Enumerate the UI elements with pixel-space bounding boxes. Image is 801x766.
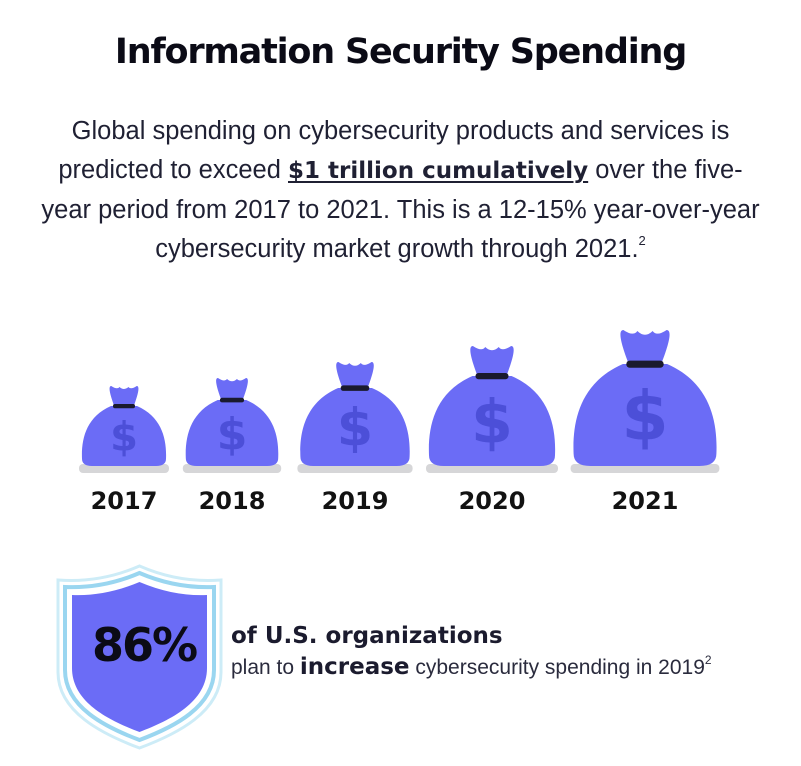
bag-shadow	[182, 464, 282, 473]
dollar-icon: $	[110, 414, 138, 460]
money-bag-2019: $2019	[297, 362, 413, 515]
year-label-2019: 2019	[322, 487, 389, 515]
money-bags-row: $2017$2018$2019$2020$2021	[79, 330, 720, 515]
bag-tie	[113, 404, 135, 409]
bag-shadow	[426, 464, 558, 473]
dollar-icon: $	[217, 409, 248, 460]
shield-outer-glow	[56, 564, 223, 750]
dollar-icon: $	[471, 388, 513, 458]
bag-knot	[109, 386, 139, 408]
stat-description: plan to increase cybersecurity spending …	[231, 654, 712, 680]
stat-heading: of U.S. organizations	[231, 623, 503, 649]
bag-shadow	[79, 464, 169, 473]
intro-footnote: 2	[638, 233, 646, 248]
bag-body	[428, 376, 556, 466]
page-title: Information Security Spending	[114, 32, 687, 72]
money-bag-2018: $2018	[182, 378, 282, 515]
bag-body	[185, 400, 279, 466]
bag-tie	[475, 373, 509, 380]
shield-icon	[56, 564, 223, 750]
shield-body	[72, 582, 207, 732]
money-bag-2020: $2020	[426, 346, 558, 515]
bag-tie	[340, 385, 370, 391]
money-bag-2017: $2017	[79, 386, 169, 515]
dollar-icon: $	[621, 377, 668, 456]
bag-shadow	[297, 464, 413, 473]
bag-knot	[620, 330, 670, 366]
year-label-2017: 2017	[91, 487, 158, 515]
stat-sub-suffix: cybersecurity spending in 2019	[409, 656, 705, 679]
bag-knot	[216, 378, 248, 402]
year-label-2021: 2021	[612, 487, 679, 515]
intro-text-end: over the five-year period from 2017 to 2…	[41, 156, 760, 263]
bag-shadow	[570, 464, 720, 473]
year-label-2018: 2018	[199, 487, 266, 515]
intro-text-start: Global spending on cybersecurity product…	[58, 117, 730, 184]
stat-footnote: 2	[704, 653, 712, 667]
bag-tie	[219, 397, 245, 403]
bag-knot	[336, 362, 374, 390]
intro-highlight: $1 trillion cumulatively	[288, 158, 589, 184]
bag-body	[300, 388, 410, 466]
bag-body	[81, 406, 167, 466]
intro-paragraph: Global spending on cybersecurity product…	[40, 112, 761, 269]
stat-sub-emphasis: increase	[299, 654, 410, 680]
money-bag-2021: $2021	[570, 330, 720, 515]
shield-outline	[63, 570, 216, 743]
year-label-2020: 2020	[459, 487, 526, 515]
bag-tie	[626, 360, 664, 368]
bag-knot	[470, 346, 514, 378]
dollar-icon: $	[337, 399, 373, 459]
stat-sub-prefix: plan to	[231, 656, 300, 679]
bag-body	[573, 364, 717, 466]
stat-percentage: 86%	[91, 618, 198, 672]
